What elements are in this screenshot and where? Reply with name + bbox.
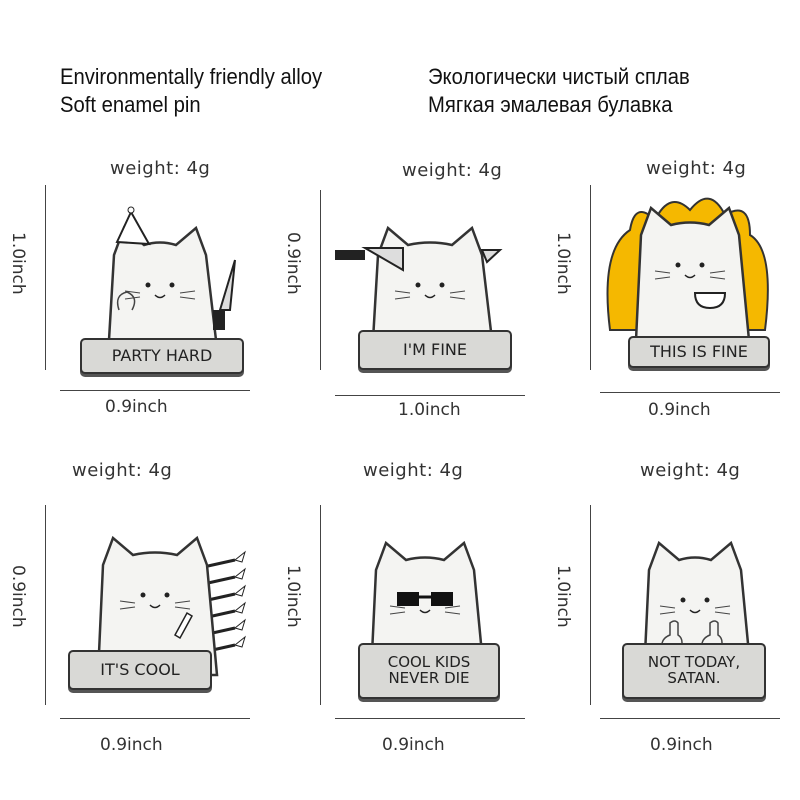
enamel-pin [610,525,780,705]
height-dimension-line [320,505,321,705]
cat-eye [675,262,681,268]
pin-banner: THIS IS FINE [628,336,770,368]
cat-body [369,540,486,677]
middle-finger-icon [661,620,723,656]
width-label: 0.9inch [105,397,168,417]
cat-body [371,225,494,342]
cat-body [107,225,218,342]
width-dimension-line [60,390,250,391]
enamel-pin [600,190,780,370]
cat-eye [704,597,710,603]
height-dimension-line [45,505,46,705]
width-dimension-line [600,392,780,393]
cat-pin-illustration [96,535,246,677]
enamel-pin [335,525,515,705]
width-dimension-line [600,718,780,719]
cat-mouth [424,294,436,299]
width-label: 0.9inch [382,735,445,755]
header-en-line1: Environmentally friendly alloy [60,64,323,89]
cat-eye [415,282,421,288]
weight-label: weight: 4g [110,158,211,179]
knife-blade-icon [361,247,404,272]
pin-banner: IT'S COOL [68,650,212,690]
coffee-cup-icon [693,292,727,310]
knife-handle-icon [335,250,365,260]
weight-label: weight: 4g [363,460,464,481]
width-dimension-line [335,395,525,396]
width-label: 0.9inch [650,735,713,755]
width-label: 0.9inch [100,735,163,755]
header-en-line2: Soft enamel pin [60,92,201,117]
enamel-pin [75,206,245,370]
paw-icon [116,291,136,311]
pen-icon [173,611,194,640]
height-label: 1.0inch [8,232,28,295]
cat-body [634,205,751,342]
pin-banner: NOT TODAY, SATAN. [622,643,766,699]
knife-icon [218,259,236,311]
width-dimension-line [60,718,250,719]
cat-eye [439,282,445,288]
height-dimension-line [590,185,591,370]
cat-pin-illustration [107,206,236,342]
header-ru-line2: Мягкая эмалевая булавка [428,92,673,117]
cat-eye [145,282,151,288]
height-dimension-line [45,185,46,370]
height-label: 1.0inch [553,565,573,628]
cat-eye [699,262,705,268]
cat-eye [680,597,686,603]
cat-body [642,540,753,677]
pin-banner: I'M FINE [358,330,512,370]
cat-mouth [684,274,696,279]
weight-label: weight: 4g [640,460,741,481]
height-label: 0.9inch [283,232,303,295]
cat-mouth [154,294,166,299]
cat-pin-illustration [642,540,753,677]
width-label: 0.9inch [648,400,711,420]
party-hat-icon [115,209,151,246]
cat-eye [164,592,170,598]
weight-label: weight: 4g [72,460,173,481]
height-label: 1.0inch [553,232,573,295]
cat-mouth [419,609,431,614]
cat-mouth [689,609,701,614]
weight-label: weight: 4g [646,158,747,179]
enamel-pin [60,520,250,705]
cat-eye [140,592,146,598]
cat-pin-illustration [335,225,503,342]
enamel-pin [335,210,525,370]
height-label: 0.9inch [8,565,28,628]
cat-pin-illustration [369,540,486,677]
cat-pin-illustration [606,197,769,342]
cat-mouth [149,604,161,609]
weight-label: weight: 4g [402,160,503,181]
pin-banner: PARTY HARD [80,338,244,374]
pin-banner: COOL KIDS NEVER DIE [358,643,500,699]
width-label: 1.0inch [398,400,461,420]
height-dimension-line [590,505,591,705]
header-ru-line1: Экологически чистый сплав [428,64,690,89]
cat-eye [169,282,175,288]
sunglasses-icon [397,592,453,606]
width-dimension-line [335,718,525,719]
height-dimension-line [320,190,321,370]
height-label: 1.0inch [283,565,303,628]
